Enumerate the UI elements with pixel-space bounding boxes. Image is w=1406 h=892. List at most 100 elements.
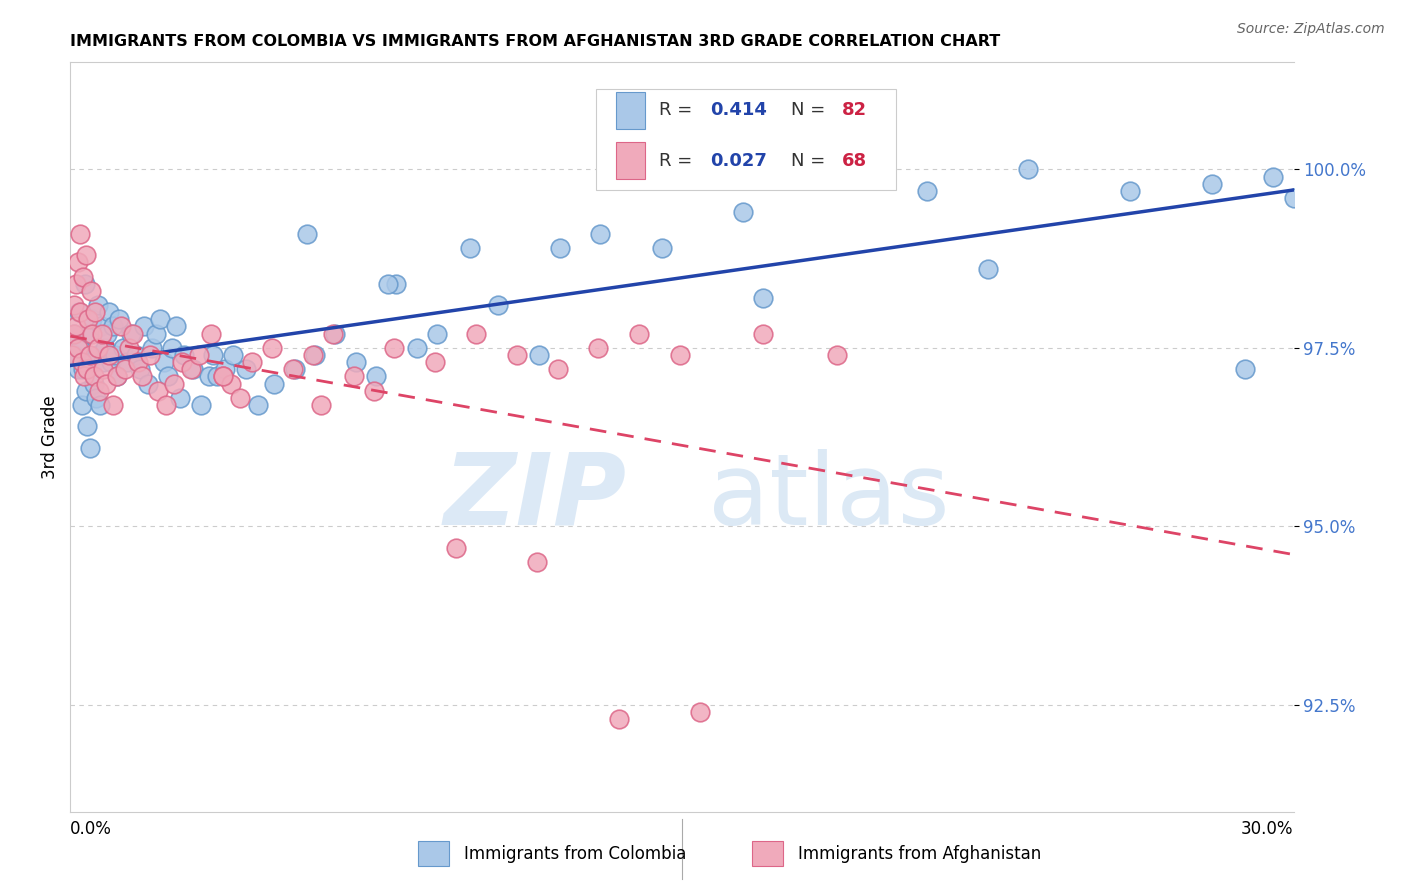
- Point: [548, 241, 571, 255]
- Point: [162, 341, 183, 355]
- Point: [529, 348, 551, 362]
- Point: [62, 326, 84, 341]
- Point: [94, 341, 117, 355]
- Point: [118, 341, 141, 355]
- Point: [506, 348, 529, 362]
- Point: [73, 277, 96, 291]
- Point: [588, 341, 610, 355]
- Point: [281, 362, 304, 376]
- Point: [122, 326, 145, 341]
- Point: [80, 326, 103, 341]
- Point: [79, 284, 103, 298]
- Point: [96, 326, 118, 341]
- Point: [108, 312, 131, 326]
- Point: [458, 241, 481, 255]
- Point: [66, 362, 89, 376]
- Point: [173, 348, 195, 362]
- Point: [465, 326, 488, 341]
- Point: [526, 555, 548, 569]
- Point: [406, 341, 429, 355]
- Point: [80, 312, 103, 326]
- Text: 0.027: 0.027: [710, 152, 766, 169]
- Y-axis label: 3rd Grade: 3rd Grade: [41, 395, 59, 479]
- Point: [323, 326, 347, 341]
- Point: [172, 355, 194, 369]
- Point: [141, 341, 163, 355]
- Point: [425, 355, 447, 369]
- Text: R =: R =: [658, 152, 697, 169]
- Point: [63, 348, 86, 362]
- Point: [60, 348, 83, 362]
- Point: [190, 398, 212, 412]
- Point: [104, 348, 127, 362]
- Point: [101, 398, 124, 412]
- Point: [91, 355, 114, 369]
- Point: [66, 255, 89, 269]
- Point: [1233, 362, 1256, 376]
- Point: [689, 705, 711, 719]
- Point: [157, 369, 180, 384]
- Point: [669, 348, 692, 362]
- Point: [181, 362, 204, 376]
- Point: [101, 319, 124, 334]
- Point: [165, 319, 187, 334]
- Text: 0.0%: 0.0%: [70, 821, 112, 838]
- Point: [79, 348, 101, 362]
- FancyBboxPatch shape: [596, 88, 896, 190]
- Point: [127, 355, 149, 369]
- Point: [75, 248, 97, 262]
- Point: [76, 312, 98, 326]
- Point: [813, 169, 835, 184]
- Point: [65, 319, 87, 334]
- Point: [70, 355, 93, 369]
- Point: [139, 348, 162, 362]
- Point: [132, 319, 155, 334]
- Point: [105, 369, 128, 384]
- Point: [222, 348, 245, 362]
- Point: [302, 348, 325, 362]
- Point: [426, 326, 449, 341]
- Point: [69, 305, 91, 319]
- Point: [91, 362, 114, 376]
- Point: [98, 305, 121, 319]
- Point: [1282, 191, 1305, 205]
- FancyBboxPatch shape: [418, 841, 450, 866]
- Text: N =: N =: [790, 152, 831, 169]
- Point: [121, 326, 143, 341]
- Point: [146, 384, 169, 398]
- FancyBboxPatch shape: [616, 142, 645, 179]
- Text: Immigrants from Colombia: Immigrants from Colombia: [464, 845, 686, 863]
- Point: [1263, 169, 1285, 184]
- Point: [136, 376, 159, 391]
- Point: [304, 348, 326, 362]
- Point: [363, 384, 385, 398]
- Point: [235, 362, 257, 376]
- Point: [117, 355, 139, 369]
- Point: [752, 291, 775, 305]
- Point: [377, 277, 399, 291]
- Point: [214, 362, 236, 376]
- Point: [110, 319, 132, 334]
- Text: 0.414: 0.414: [710, 102, 766, 120]
- Point: [76, 419, 98, 434]
- Point: [145, 326, 167, 341]
- Point: [240, 355, 263, 369]
- Point: [70, 398, 93, 412]
- Text: ZIP: ZIP: [444, 449, 627, 546]
- Point: [98, 348, 121, 362]
- Point: [62, 326, 84, 341]
- Point: [86, 348, 108, 362]
- Point: [96, 376, 118, 391]
- Point: [128, 362, 150, 376]
- Point: [83, 376, 105, 391]
- Point: [124, 348, 146, 362]
- Point: [547, 362, 569, 376]
- Point: [262, 341, 284, 355]
- Point: [752, 326, 775, 341]
- Point: [84, 391, 107, 405]
- Point: [77, 326, 100, 341]
- Text: atlas: atlas: [707, 449, 949, 546]
- Point: [89, 398, 111, 412]
- Point: [83, 305, 105, 319]
- Point: [384, 341, 406, 355]
